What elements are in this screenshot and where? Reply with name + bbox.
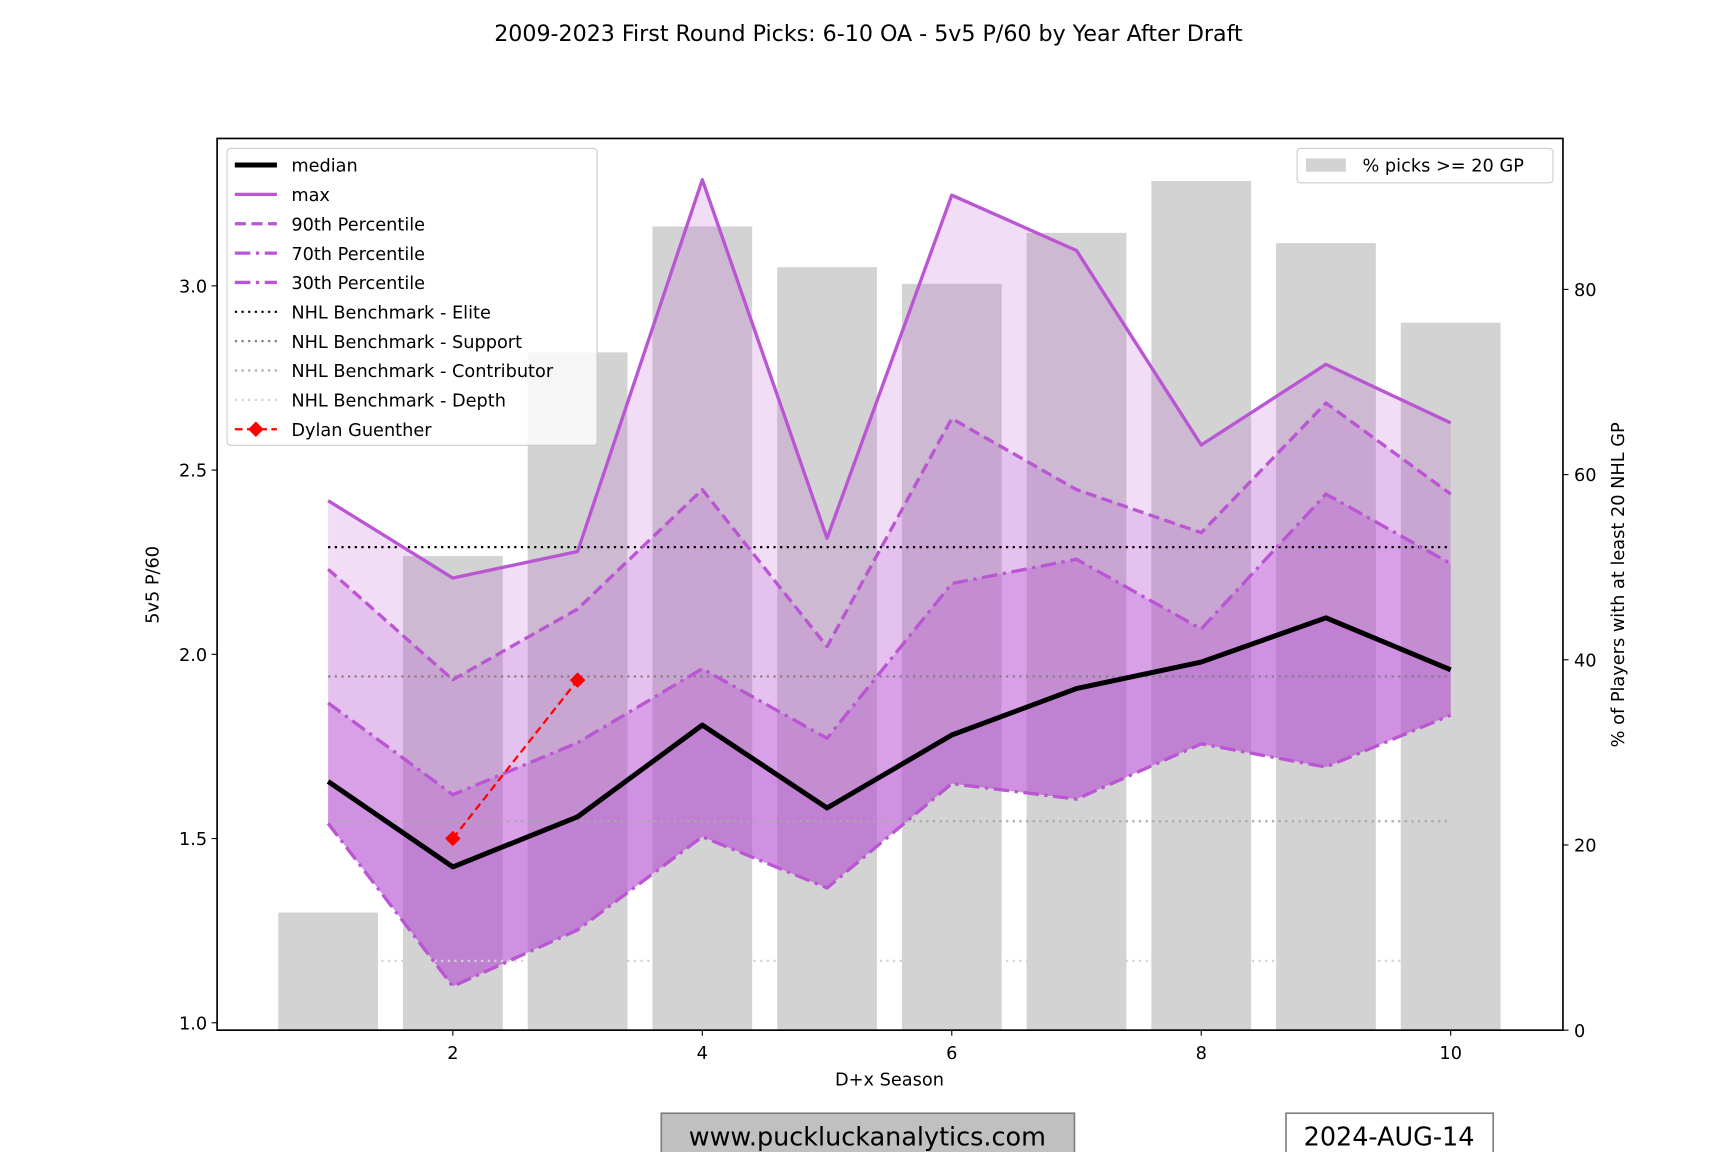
x-tick-label: 4	[697, 1044, 708, 1064]
y-tick-label: 1.5	[179, 830, 207, 850]
series-line-30th-percentile	[326, 713, 1452, 988]
band-70-30	[328, 494, 1451, 987]
y-tick-label: 2.5	[179, 462, 207, 482]
legend-label: Dylan Guenther	[291, 421, 432, 441]
legend-label: 90th Percentile	[291, 215, 425, 235]
legend-label: NHL Benchmark - Support	[291, 333, 522, 353]
date-text: 2024-AUG-14	[1304, 1122, 1475, 1152]
y-right-tick-label: 40	[1574, 651, 1597, 671]
x-tick-label: 2	[447, 1044, 458, 1064]
bar	[901, 283, 1002, 1031]
bar	[1151, 181, 1252, 1031]
bar	[652, 226, 753, 1031]
legend-label: median	[291, 157, 357, 177]
series-line-max	[327, 178, 1452, 580]
legend-left: median max 90th Percentile 70th Percentile 3…	[226, 147, 598, 446]
plot-frame	[216, 137, 1564, 1031]
y-right-tick-label: 0	[1574, 1022, 1585, 1042]
y-axis-label: 5v5 P/60	[143, 546, 163, 624]
band-90-30	[328, 403, 1451, 987]
series-line-70th-percentile	[327, 492, 1452, 797]
y-right-tick-label: 80	[1574, 281, 1597, 301]
legend-marker	[248, 421, 264, 437]
benchmark-lines	[328, 545, 1451, 962]
y-tick-label: 3.0	[179, 277, 207, 297]
legend-label: 30th Percentile	[291, 274, 425, 294]
band-max-30	[328, 179, 1451, 987]
bar	[1026, 232, 1127, 1031]
x-tick-label: 8	[1196, 1044, 1207, 1064]
legend-label: NHL Benchmark - Contributor	[291, 362, 554, 382]
bar	[777, 267, 877, 1031]
series-line-90th-percentile	[327, 401, 1452, 682]
y-tick-label: 1.0	[179, 1014, 207, 1034]
band-fills	[328, 179, 1451, 987]
legend-right: % picks >= 20 GP	[1296, 147, 1554, 184]
y-right-tick-label: 20	[1574, 837, 1597, 857]
legend-swatch-bars	[1305, 158, 1346, 172]
bars-layer	[278, 181, 1501, 1031]
x-tick-label: 6	[946, 1044, 957, 1064]
legend-label: NHL Benchmark - Elite	[291, 303, 491, 323]
website-box: www.puckluckanalytics.com	[660, 1112, 1076, 1152]
bar	[1276, 243, 1376, 1031]
player-series-line	[451, 679, 579, 840]
series-lines	[326, 178, 1452, 988]
legend-label: max	[291, 186, 330, 206]
y-tick-label: 2.0	[179, 646, 207, 666]
legend-label-bars: % picks >= 20 GP	[1362, 157, 1524, 177]
band-median-30	[328, 617, 1451, 987]
bar	[527, 352, 628, 1031]
x-axis-label: D+x Season	[835, 1071, 944, 1091]
bar	[1400, 322, 1501, 1031]
chart-title: 2009-2023 First Round Picks: 6-10 OA - 5…	[494, 21, 1243, 47]
legend-label: 70th Percentile	[291, 245, 425, 265]
x-tick-label: 10	[1439, 1044, 1462, 1064]
axis-ticks: 2 4 6 8 10 1.0 1.5 2.0 2.5 3.0 0 20 40 60 80	[179, 277, 1597, 1063]
bar	[278, 912, 379, 1031]
legend-label: NHL Benchmark - Depth	[291, 392, 506, 412]
y-right-tick-label: 60	[1574, 466, 1597, 486]
y-axis-right-label: % of Players with at least 20 NHL GP	[1609, 422, 1629, 747]
website-text: www.puckluckanalytics.com	[689, 1122, 1046, 1152]
date-box: 2024-AUG-14	[1285, 1112, 1494, 1152]
series-line-median	[326, 615, 1452, 870]
